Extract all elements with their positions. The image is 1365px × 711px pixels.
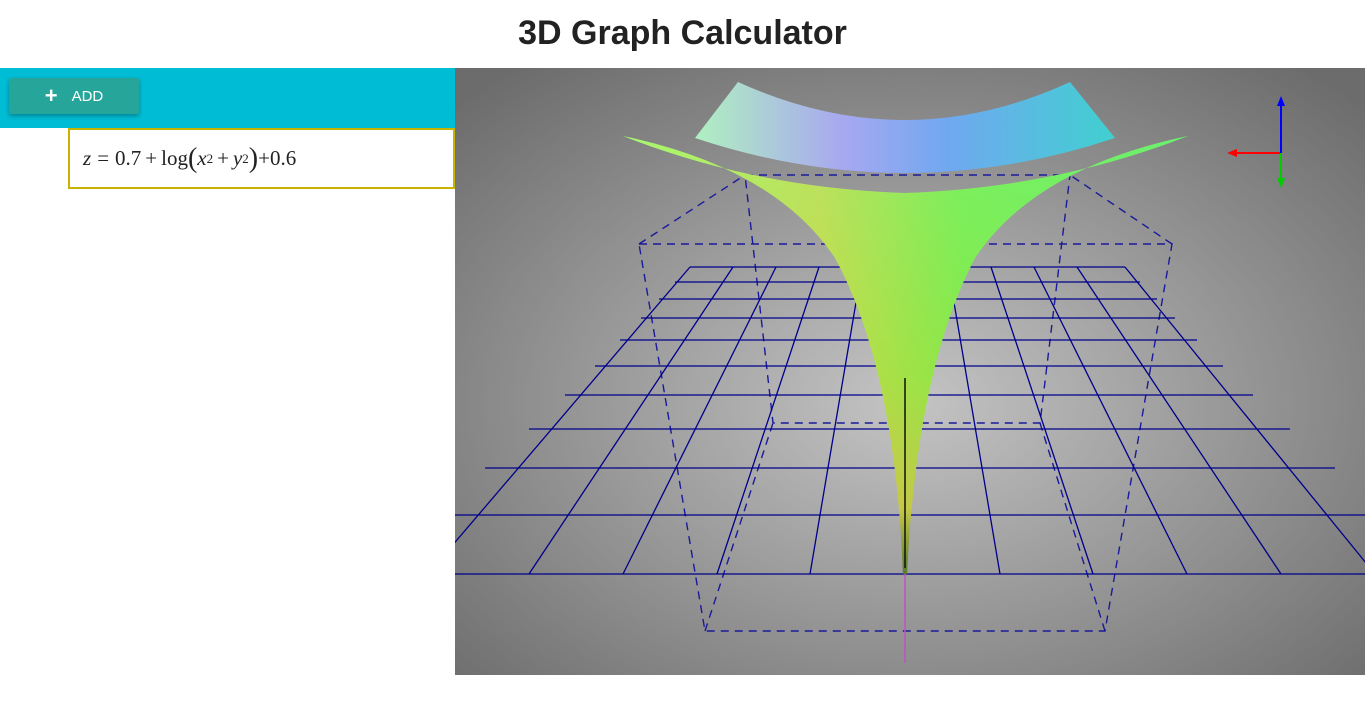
surface-front-shade <box>623 136 1188 574</box>
equation-function: log <box>161 146 188 170</box>
equation-toolbar: + ADD <box>0 68 455 128</box>
equation-equals: = <box>97 146 110 170</box>
graph-3d-viewport[interactable] <box>455 68 1365 675</box>
equation-x: x <box>197 146 207 170</box>
equation-lhs: z <box>83 146 92 170</box>
graph-3d-canvas[interactable] <box>455 68 1365 675</box>
equation-tail: +0.6 <box>258 146 297 170</box>
axis-helper-icon <box>1227 96 1285 188</box>
equation-plus-2: + <box>217 146 229 170</box>
add-equation-button[interactable]: + ADD <box>9 78 139 114</box>
equation-y-exponent: 2 <box>242 150 249 166</box>
equation-plus-1: + <box>145 146 158 170</box>
add-button-label: ADD <box>71 87 104 105</box>
equation-close-paren: ) <box>248 142 259 174</box>
equation-open-paren: ( <box>187 142 198 174</box>
plus-icon: + <box>44 83 58 108</box>
equation-constant: 0.7 <box>115 146 142 170</box>
surface-back <box>695 82 1115 173</box>
equation-x-exponent: 2 <box>206 150 214 166</box>
page-title: 3D Graph Calculator <box>518 14 847 52</box>
equation-y: y <box>232 146 243 170</box>
